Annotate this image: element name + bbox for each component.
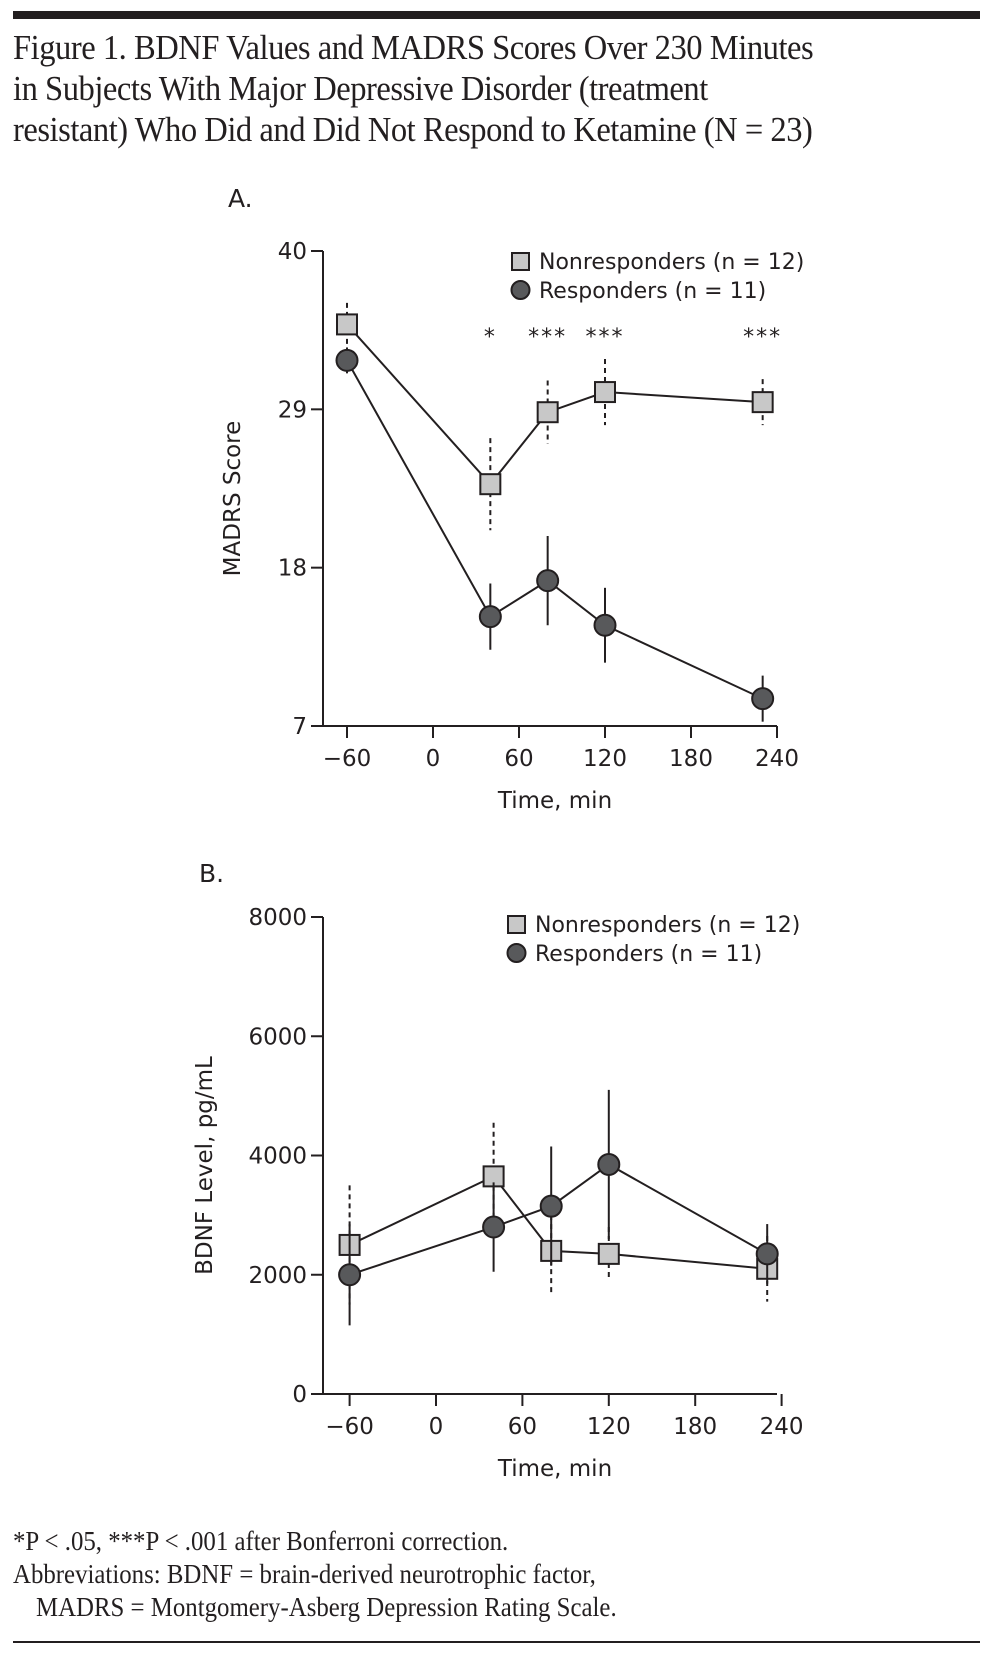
series-responders xyxy=(335,347,775,722)
data-point-square xyxy=(594,381,616,404)
panel-label: A. xyxy=(228,184,253,213)
series-responders xyxy=(338,1089,779,1326)
title-line-1: Figure 1. BDNF Values and MADRS Scores O… xyxy=(13,28,814,67)
title-line-3: resistant) Who Did and Did Not Respond t… xyxy=(13,110,813,149)
legend-label: Responders (n = 11) xyxy=(535,942,762,967)
panel-b-bdnf-chart: B. 0 2000 4000 6000 8000 −60 0 60 120 180 240 Time, … xyxy=(192,859,804,1482)
x-tick-label: 60 xyxy=(504,746,533,772)
panel-label: B. xyxy=(199,859,224,888)
significance-note: *P < .05, ***P < .001 after Bonferroni c… xyxy=(13,1526,509,1556)
y-tick-label: 40 xyxy=(278,239,307,265)
legend-square-icon xyxy=(507,915,526,934)
data-point-circle xyxy=(338,1263,362,1287)
title-line-2: in Subjects With Major Depressive Disord… xyxy=(13,69,708,108)
y-tick-label: 4000 xyxy=(248,1144,307,1170)
x-tick-label: 240 xyxy=(760,1414,804,1440)
data-point-square xyxy=(336,313,358,336)
x-tick-label: 180 xyxy=(673,1414,717,1440)
y-tick-label: 18 xyxy=(278,556,307,582)
y-tick-label: 29 xyxy=(278,397,307,423)
y-tick-label: 7 xyxy=(292,714,307,740)
abbreviations-line-1: Abbreviations: BDNF = brain-derived neur… xyxy=(13,1559,596,1589)
significance-marker: * xyxy=(484,325,497,350)
y-axis-label: BDNF Level, pg/mL xyxy=(192,1056,218,1275)
figure-title: Figure 1. BDNF Values and MADRS Scores O… xyxy=(13,27,915,150)
data-point-square xyxy=(597,1242,620,1265)
bottom-rule xyxy=(13,1641,980,1643)
data-point-square xyxy=(479,473,502,496)
x-tick-label: 240 xyxy=(755,746,799,772)
significance-marker: *** xyxy=(586,325,625,350)
x-tick-label: 120 xyxy=(587,1414,631,1440)
legend-label: Responders (n = 11) xyxy=(539,279,766,304)
abbreviations-line-2: MADRS = Montgomery-Asberg Depression Rat… xyxy=(36,1592,617,1622)
top-rule xyxy=(13,11,980,19)
legend-circle-icon xyxy=(510,280,531,300)
x-tick-label: 60 xyxy=(508,1414,537,1440)
footnotes: *P < .05, ***P < .001 after Bonferroni c… xyxy=(13,1525,617,1624)
panel-a-madrs-chart: A. 7 18 29 40 −60 0 60 120 180 240 Time, min MADRS S… xyxy=(220,184,804,814)
y-tick-label: 0 xyxy=(292,1382,307,1408)
data-point-circle xyxy=(482,1215,506,1239)
x-axis-label: Time, min xyxy=(497,788,612,814)
x-tick-label: 0 xyxy=(426,746,441,772)
x-tick-label: 120 xyxy=(583,746,627,772)
data-point-circle xyxy=(755,1242,779,1266)
data-point-circle xyxy=(597,1152,621,1176)
data-point-circle xyxy=(536,569,560,593)
series-nonresponders xyxy=(336,302,774,531)
significance-marker: *** xyxy=(528,325,567,350)
y-tick-label: 8000 xyxy=(248,905,307,931)
data-point-circle xyxy=(335,348,359,372)
x-axis-label: Time, min xyxy=(497,1456,612,1482)
data-point-square xyxy=(536,401,559,424)
data-point-circle xyxy=(478,605,502,629)
legend-label: Nonresponders (n = 12) xyxy=(539,250,804,275)
significance-marker: *** xyxy=(743,325,782,350)
data-point-circle xyxy=(593,613,617,637)
x-tick-label: 180 xyxy=(669,746,713,772)
x-tick-label: 0 xyxy=(429,1414,444,1440)
x-tick-label: −60 xyxy=(323,746,372,772)
x-tick-label: −60 xyxy=(325,1414,374,1440)
data-point-circle xyxy=(751,687,775,711)
data-point-square xyxy=(751,391,774,414)
legend: Nonresponders (n = 12) Responders (n = 11… xyxy=(506,913,800,967)
legend-square-icon xyxy=(511,252,530,271)
legend-circle-icon xyxy=(506,943,527,963)
y-tick-label: 6000 xyxy=(248,1024,307,1050)
y-tick-label: 2000 xyxy=(248,1263,307,1289)
legend-label: Nonresponders (n = 12) xyxy=(535,913,800,938)
legend: Nonresponders (n = 12) Responders (n = 11… xyxy=(510,250,804,304)
data-point-circle xyxy=(539,1194,563,1218)
y-axis-label: MADRS Score xyxy=(220,421,246,577)
